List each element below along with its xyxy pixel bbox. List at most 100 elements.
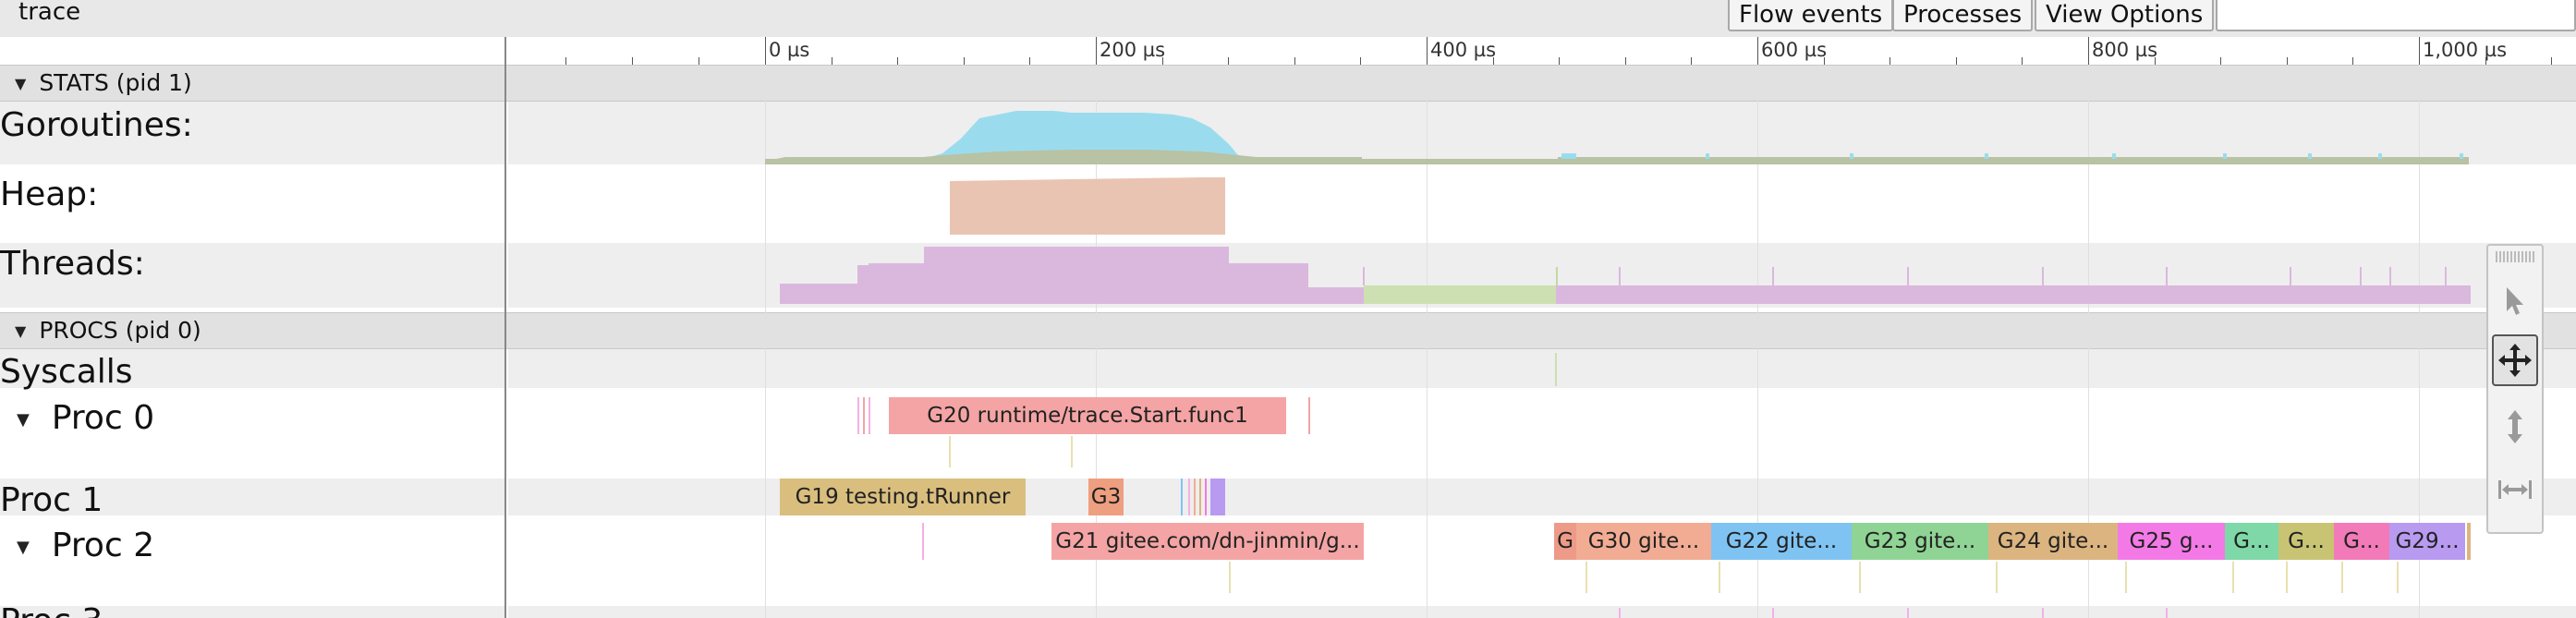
ruler-minor-tick <box>565 57 566 65</box>
threads-syscall-area <box>1364 285 1556 304</box>
slice-marker[interactable] <box>2467 523 2471 560</box>
slice-g24[interactable]: G24 gite... <box>1988 523 2118 560</box>
pan-tool-icon[interactable] <box>2492 334 2538 386</box>
slice-marker[interactable] <box>1619 608 1621 618</box>
stats-section-label: STATS (pid 1) <box>39 69 192 96</box>
slice-g-olive[interactable]: G... <box>2278 523 2334 560</box>
slice-g29[interactable]: G29... <box>2389 523 2465 560</box>
slice-marker[interactable] <box>1205 479 1207 515</box>
expand-triangle-icon[interactable]: ▼ <box>17 537 30 557</box>
ruler-label: 200 µs <box>1100 39 1166 61</box>
slice-g3[interactable]: G3 <box>1088 479 1124 515</box>
ruler-minor-tick <box>964 57 965 65</box>
slice-marker[interactable] <box>922 523 924 560</box>
goroutines-spike <box>1985 153 1988 159</box>
proc3-label: Proc 3 <box>0 602 103 618</box>
timing-tool-icon[interactable] <box>2492 464 2538 515</box>
proc0-track[interactable] <box>508 388 2576 479</box>
ruler-minor-tick <box>2551 57 2552 65</box>
slice-g[interactable]: G <box>1554 523 1576 560</box>
goroutines-spike <box>1850 153 1853 159</box>
heap-area <box>950 177 1225 235</box>
ruler-minor-tick <box>1824 57 1825 65</box>
gridline <box>765 65 766 618</box>
slice-g-green[interactable]: G... <box>2225 523 2278 560</box>
select-tool-icon[interactable] <box>2492 275 2538 327</box>
goroutines-spike <box>2378 153 2382 159</box>
proc3-label-bg <box>0 606 506 618</box>
zoom-tool-icon[interactable] <box>2492 401 2538 453</box>
slice-g20[interactable]: G20 runtime/trace.Start.func1 <box>889 397 1286 434</box>
gridline <box>1427 65 1428 618</box>
ruler-major-tick <box>2419 37 2420 65</box>
processes-button[interactable]: Processes <box>1892 0 2034 31</box>
ruler-minor-tick <box>1691 57 1692 65</box>
procs-section-header[interactable]: ▼ PROCS (pid 0) <box>0 312 2576 349</box>
slice-g23[interactable]: G23 gite... <box>1852 523 1988 560</box>
goroutines-spike <box>2112 153 2116 159</box>
heap-counter-chart[interactable] <box>0 164 2576 243</box>
slice-g21[interactable]: G21 gitee.com/dn-jinmin/g... <box>1051 523 1364 560</box>
ruler-minor-tick <box>1162 57 1163 65</box>
slice-marker[interactable] <box>863 397 865 434</box>
column-divider <box>504 37 506 618</box>
slice-g-pink[interactable]: G... <box>2334 523 2389 560</box>
slice-marker[interactable] <box>869 397 870 434</box>
slice-marker[interactable] <box>1772 608 1774 618</box>
slice-marker[interactable] <box>857 397 859 434</box>
slice-g19[interactable]: G19 testing.tRunner <box>780 479 1026 515</box>
slice-marker[interactable] <box>1907 608 1909 618</box>
proc0-row-label[interactable]: ▼ Proc 0 <box>0 399 154 437</box>
slice-marker[interactable] <box>1308 397 1310 434</box>
ruler-minor-tick <box>1493 57 1494 65</box>
goroutines-label-bg <box>0 102 506 164</box>
ruler-label: 1,000 µs <box>2423 39 2508 61</box>
ruler-major-tick <box>765 37 766 65</box>
slice-marker[interactable] <box>1194 479 1196 515</box>
slice-marker[interactable] <box>2166 608 2168 618</box>
proc2-row-label[interactable]: ▼ Proc 2 <box>0 527 154 564</box>
threads-tick <box>1556 267 1558 285</box>
slice-g25[interactable]: G25 g... <box>2118 523 2225 560</box>
slice-marker[interactable] <box>1181 479 1183 515</box>
gridline <box>2419 65 2420 618</box>
syscalls-label: Syscalls <box>0 353 133 391</box>
syscall-marker[interactable] <box>1555 353 1557 386</box>
syscalls-track[interactable] <box>508 349 2576 388</box>
search-input[interactable] <box>2216 0 2576 31</box>
procs-section-label: PROCS (pid 0) <box>39 317 201 344</box>
slice-marker[interactable] <box>1188 479 1190 515</box>
mouse-mode-toolbox[interactable] <box>2486 244 2544 534</box>
flow-marker <box>2397 562 2399 593</box>
time-ruler[interactable]: 0 µs 200 µs 400 µs 600 µs 800 µs 1,000 µ… <box>506 37 2576 66</box>
slice-g30[interactable]: G30 gite... <box>1576 523 1711 560</box>
drag-handle[interactable] <box>2496 251 2534 262</box>
ruler-minor-tick <box>632 57 633 65</box>
expand-triangle-icon[interactable]: ▼ <box>17 409 30 430</box>
view-options-button[interactable]: View Options <box>2035 0 2215 31</box>
heap-track[interactable] <box>508 164 2576 243</box>
flow-events-button[interactable]: Flow events <box>1728 0 1894 31</box>
proc1-label-bg <box>0 479 506 515</box>
goroutines-spike <box>2308 153 2312 159</box>
proc3-track[interactable] <box>508 606 2576 618</box>
threads-counter-chart[interactable] <box>0 243 2576 308</box>
flow-marker <box>2125 562 2127 593</box>
slice-marker[interactable] <box>1210 479 1225 515</box>
stats-section-header[interactable]: ▼ STATS (pid 1) <box>0 65 2576 102</box>
collapse-triangle-icon[interactable]: ▼ <box>15 322 27 340</box>
slice-marker[interactable] <box>2042 608 2044 618</box>
goroutines-spike <box>2223 153 2227 159</box>
ruler-minor-tick <box>2220 57 2221 65</box>
ruler-major-tick <box>1757 37 1758 65</box>
ruler-label: 800 µs <box>2092 39 2158 61</box>
threads-tick <box>1619 267 1621 285</box>
ruler-major-tick <box>2088 37 2089 65</box>
slice-g22[interactable]: G22 gite... <box>1711 523 1852 560</box>
gridline <box>2088 65 2089 618</box>
slice-marker[interactable] <box>1199 479 1201 515</box>
goroutines-counter-chart[interactable] <box>0 102 2576 164</box>
flow-marker <box>949 436 951 467</box>
collapse-triangle-icon[interactable]: ▼ <box>15 75 27 92</box>
goroutines-track[interactable] <box>508 102 2576 164</box>
